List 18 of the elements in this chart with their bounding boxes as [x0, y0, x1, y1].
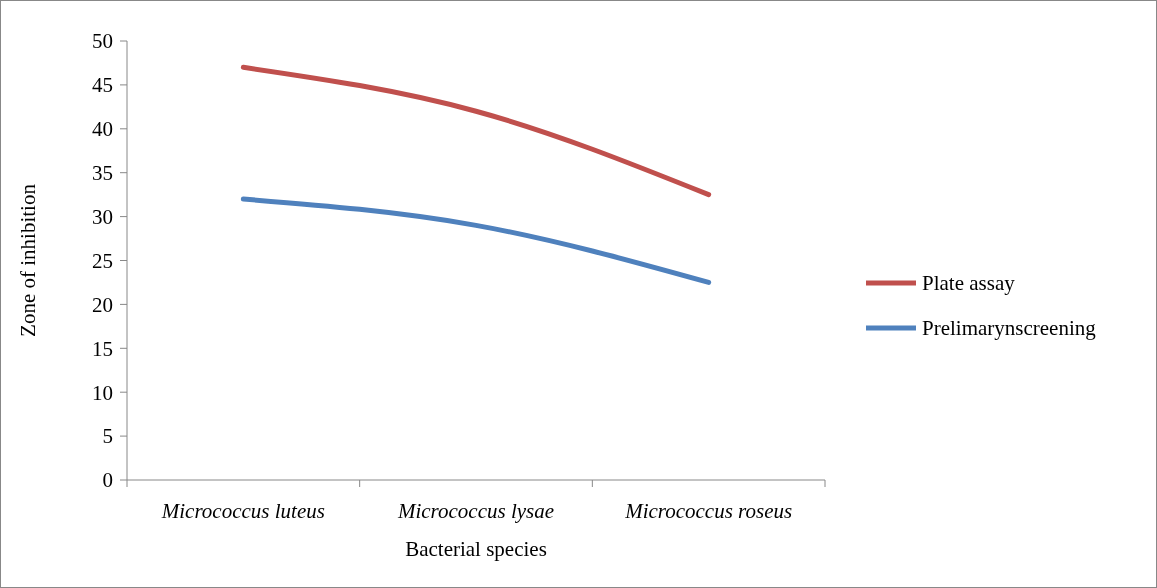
- x-tick-label: Micrococcus lysae: [396, 499, 555, 523]
- y-tick-label: 20: [92, 292, 113, 317]
- y-axis-title: Zone of inhibition: [16, 183, 40, 337]
- y-tick-label: 5: [102, 424, 113, 449]
- y-tick-label: 15: [92, 336, 113, 361]
- x-axis-title: Bacterial species: [405, 537, 547, 561]
- y-tick-label: 0: [102, 468, 113, 493]
- y-tick-label: 40: [92, 117, 113, 142]
- y-tick-label: 30: [92, 204, 113, 229]
- y-tick-label: 50: [92, 29, 113, 54]
- y-tick-label: 10: [92, 380, 113, 405]
- x-tick-label: Micrococcus luteus: [160, 499, 325, 523]
- y-tick-label: 25: [92, 248, 113, 273]
- y-tick-label: 35: [92, 161, 113, 186]
- x-tick-label: Micrococcus roseus: [624, 499, 793, 523]
- legend-label: Prelimarynscreening: [922, 316, 1097, 341]
- legend-label: Plate assay: [922, 271, 1016, 296]
- y-tick-label: 45: [92, 73, 113, 98]
